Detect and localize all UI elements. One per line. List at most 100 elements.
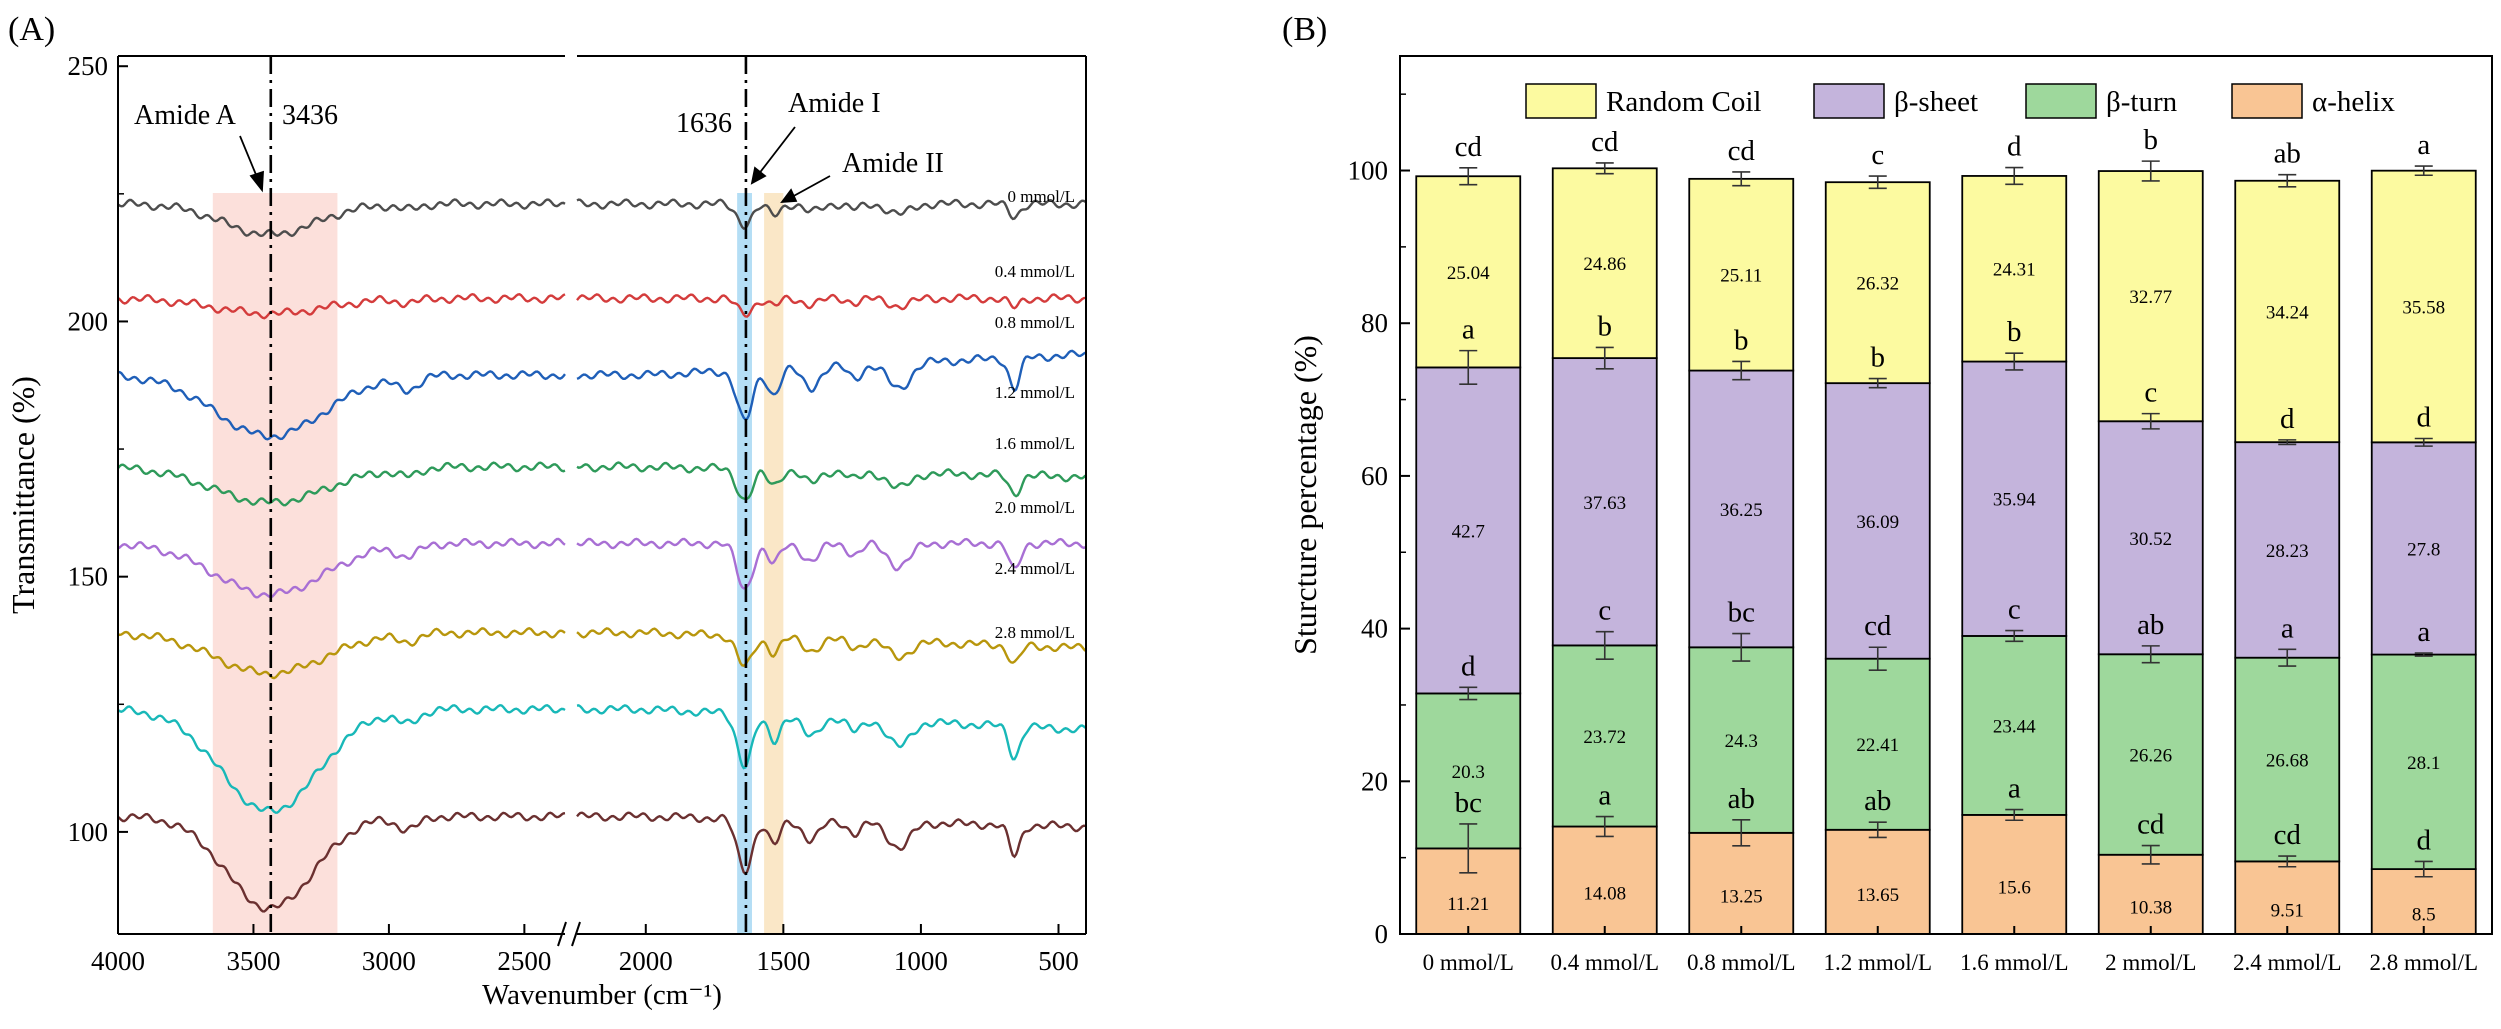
value-label-3-5: 32.77 bbox=[2129, 287, 2172, 308]
bar-segment-0-3 bbox=[1824, 828, 1931, 935]
significance-letters: bcdacdacbcdabbcbcdabcdbcacbdcdabcbcdadab… bbox=[1455, 124, 2432, 856]
value-label-2-5: 30.52 bbox=[2129, 529, 2172, 550]
y-tick-label-b-2: 40 bbox=[1361, 614, 1388, 644]
bar-segment-2-2 bbox=[1688, 369, 1795, 649]
highlight-bands bbox=[212, 193, 784, 934]
bar-segment-1-7 bbox=[2370, 653, 2477, 871]
spectrum-line-6-seg-0 bbox=[117, 703, 566, 814]
value-label-0-2: 13.25 bbox=[1720, 886, 1763, 907]
sig-letter-1-5: ab bbox=[2137, 609, 2164, 641]
value-label-3-4: 24.31 bbox=[1993, 260, 2036, 281]
sig-letter-3-5: b bbox=[2144, 124, 2159, 156]
error-bars bbox=[1459, 160, 2433, 878]
bar-segment-2-0 bbox=[1415, 366, 1522, 695]
sig-letter-2-3: b bbox=[1871, 342, 1886, 374]
sig-letter-0-5: cd bbox=[2137, 809, 2165, 841]
x-tick-label-right-0: 2000 bbox=[619, 946, 673, 976]
sig-letter-3-2: cd bbox=[1728, 135, 1756, 167]
x-category-label-6: 2.4 mmol/L bbox=[2233, 950, 2342, 975]
annotations-a: Amide A 3436 1636 Amide I Amide II bbox=[134, 88, 944, 204]
series-label-7: 2.8 mmol/L bbox=[995, 623, 1075, 642]
x-tick-label-right-1: 1500 bbox=[756, 946, 810, 976]
x-category-label-7: 2.8 mmol/L bbox=[2369, 950, 2478, 975]
highlight-band-0 bbox=[212, 193, 338, 934]
sig-letter-3-0: cd bbox=[1455, 131, 1483, 163]
x-tick-label-left-1: 3500 bbox=[226, 946, 280, 976]
spectrum-line-4-seg-1 bbox=[576, 537, 1086, 590]
peak-lines bbox=[269, 56, 748, 934]
bar-segment-1-6 bbox=[2234, 656, 2341, 863]
value-label-2-1: 37.63 bbox=[1583, 493, 1626, 514]
bar-segment-1-5 bbox=[2097, 653, 2204, 856]
x-axis-ticks-a: 4000 3500 3000 2500 2000 1500 1000 500 bbox=[91, 924, 1079, 976]
legend-swatch-1 bbox=[1813, 83, 1885, 119]
y-axis-label-a: Transmittance (%) bbox=[5, 376, 41, 614]
legend-label-1: β-sheet bbox=[1894, 86, 1978, 118]
sig-letter-1-4: c bbox=[2008, 594, 2021, 626]
amide-a-arrowhead bbox=[249, 170, 264, 193]
peak-1636-label: 1636 bbox=[676, 108, 732, 139]
x-category-label-1: 0.4 mmol/L bbox=[1550, 950, 1659, 975]
legend-swatch-0 bbox=[1525, 83, 1597, 119]
spectrum-line-2-seg-1 bbox=[576, 349, 1087, 421]
x-tick-label-right-3: 500 bbox=[1038, 946, 1079, 976]
bar-segment-1-3 bbox=[1824, 657, 1931, 831]
series-label-2: 0.8 mmol/L bbox=[995, 313, 1075, 332]
bar-value-labels: 11.21 20.3 42.7 25.04 14.08 23.72 37.63 24.86 13… bbox=[1447, 254, 2445, 925]
bar-segment-1-0 bbox=[1415, 692, 1522, 850]
sig-letter-1-2: bc bbox=[1728, 597, 1755, 629]
sig-letter-1-7: a bbox=[2417, 616, 2430, 648]
value-label-2-7: 27.8 bbox=[2407, 539, 2440, 560]
legend-swatch-2 bbox=[2025, 83, 2097, 119]
value-label-1-1: 23.72 bbox=[1583, 727, 1626, 748]
bar-segment-0-5 bbox=[2097, 853, 2204, 935]
sig-letter-0-6: cd bbox=[2274, 819, 2302, 851]
sig-letter-2-4: b bbox=[2007, 316, 2022, 348]
sig-letter-2-6: d bbox=[2280, 403, 2295, 435]
sig-letter-2-1: b bbox=[1598, 310, 1613, 342]
bar-segment-3-6 bbox=[2234, 179, 2341, 444]
bar-segment-2-4 bbox=[1961, 360, 2068, 637]
y-tick-label-a-0: 100 bbox=[68, 817, 109, 847]
spectrum-line-7-seg-1 bbox=[576, 811, 1086, 876]
series-label-3: 1.2 mmol/L bbox=[995, 383, 1075, 402]
panel-b: (B) 11.21 20.3 42.7 25.04 14.08 23.72 37.63 24.… bbox=[1282, 11, 2493, 975]
spectrum-line-0-seg-1 bbox=[576, 198, 1087, 230]
amide-ii-arrowhead bbox=[780, 188, 798, 204]
bar-segment-0-4 bbox=[1961, 813, 2068, 935]
x-category-label-5: 2 mmol/L bbox=[2105, 950, 2196, 975]
bar-segment-3-0 bbox=[1415, 175, 1522, 369]
y-tick-label-a-3: 250 bbox=[68, 51, 109, 81]
legend-label-0: Random Coil bbox=[1606, 86, 1761, 118]
value-label-1-7: 28.1 bbox=[2407, 753, 2440, 774]
value-label-3-1: 24.86 bbox=[1583, 254, 1626, 275]
sig-letter-1-1: c bbox=[1598, 595, 1611, 627]
y-tick-label-b-0: 0 bbox=[1375, 919, 1389, 949]
amide-a-label: Amide A bbox=[134, 100, 237, 131]
bar-segment-2-1 bbox=[1551, 357, 1658, 647]
value-label-2-0: 42.7 bbox=[1452, 521, 1485, 542]
value-label-3-3: 26.32 bbox=[1856, 274, 1899, 295]
x-category-label-3: 1.2 mmol/L bbox=[1823, 950, 1932, 975]
value-label-1-0: 20.3 bbox=[1452, 762, 1485, 783]
sig-letter-0-1: a bbox=[1598, 780, 1611, 812]
sig-letter-3-7: a bbox=[2417, 129, 2430, 161]
spectrum-line-6-seg-1 bbox=[576, 704, 1087, 770]
panel-a-label: (A) bbox=[8, 11, 55, 48]
value-label-1-3: 22.41 bbox=[1856, 735, 1899, 756]
x-tick-label-left-2: 3000 bbox=[362, 946, 416, 976]
y-tick-label-a-2: 200 bbox=[68, 306, 109, 336]
x-tick-label-left-0: 4000 bbox=[91, 946, 145, 976]
axis-frame-b bbox=[1399, 55, 2493, 935]
value-label-0-0: 11.21 bbox=[1447, 894, 1489, 915]
y-tick-label-b-3: 60 bbox=[1361, 461, 1388, 491]
sig-letter-0-2: ab bbox=[1728, 783, 1755, 815]
x-category-label-0: 0 mmol/L bbox=[1423, 950, 1514, 975]
axis-frame-a bbox=[117, 55, 1087, 935]
bar-segment-2-5 bbox=[2097, 420, 2204, 656]
legend: Random Coil β-sheet β-turn α-helix bbox=[1525, 83, 2395, 119]
value-label-3-6: 34.24 bbox=[2266, 302, 2309, 323]
axis-break bbox=[557, 921, 581, 947]
bar-segment-0-1 bbox=[1551, 825, 1658, 935]
sig-letter-3-3: c bbox=[1871, 139, 1884, 171]
